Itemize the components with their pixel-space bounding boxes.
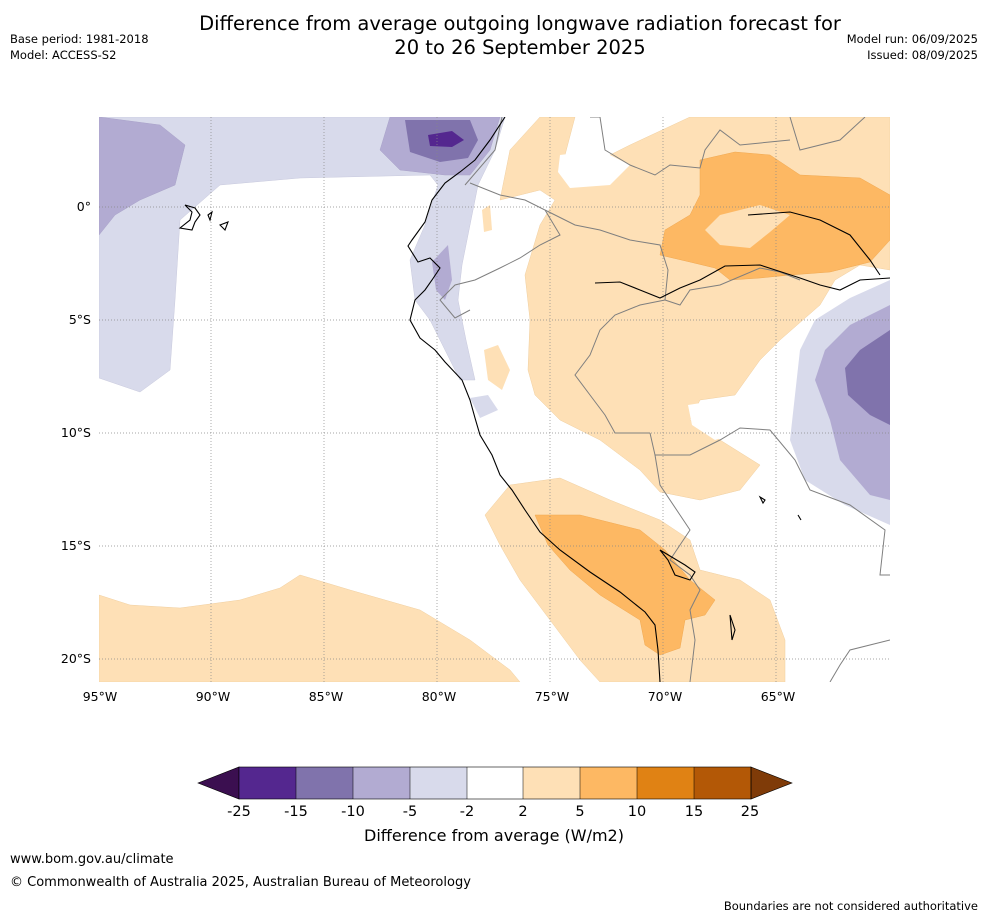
colorbar-bin-neg2 (467, 767, 523, 799)
anomaly-field (99, 117, 890, 682)
lat-label-10s: 10°S (61, 425, 91, 440)
region-pos2-small (484, 345, 510, 390)
lon-label-85w: 85°W (309, 689, 344, 704)
model-name: Model: ACCESS-S2 (10, 48, 117, 62)
lat-label-0: 0° (77, 199, 91, 214)
region-pos2-southwest (99, 574, 521, 682)
colorbar-ticks: -25 -15 -10 -5 -2 2 5 10 15 25 (227, 804, 759, 820)
region-pos2-small2 (482, 205, 492, 232)
cb-tick-8: 15 (685, 804, 703, 820)
region-neg5-west (99, 117, 186, 236)
lat-label-15s: 15°S (61, 538, 91, 553)
colorbar-bin-neg15 (296, 767, 353, 799)
footer-url-link[interactable]: www.bom.gov.au/climate (10, 852, 174, 867)
colorbar-bin-neg10 (353, 767, 410, 799)
issued-date: Issued: 08/09/2025 (867, 48, 978, 62)
lat-label-20s: 20°S (61, 651, 91, 666)
longitude-labels: 95°W 90°W 85°W 80°W 75°W 70°W 65°W (83, 689, 796, 704)
country-borders (439, 117, 890, 682)
footer-boundary-note: Boundaries are not considered authoritat… (723, 899, 978, 913)
colorbar-bin-neg5 (410, 767, 467, 799)
region-neutral-hole1 (558, 150, 630, 188)
region-neg10-east (845, 330, 890, 425)
lon-label-90w: 90°W (196, 689, 231, 704)
latitude-labels: 0° 5°S 10°S 15°S 20°S (61, 199, 91, 666)
model-run: Model run: 06/09/2025 (846, 32, 978, 46)
cb-tick-3: -5 (403, 804, 417, 820)
colorbar-arrow-low (197, 766, 240, 800)
lon-label-70w: 70°W (648, 689, 683, 704)
title-line-2: 20 to 26 September 2025 (394, 36, 646, 59)
region-pos5-south-peru (534, 514, 716, 656)
chart-title: Difference from average outgoing longwav… (120, 12, 920, 60)
region-neutral-hole2 (688, 400, 760, 440)
colorbar-bin-pos2 (523, 767, 580, 799)
cb-tick-7: 10 (628, 804, 646, 820)
title-line-1: Difference from average outgoing longwav… (199, 12, 841, 35)
colorbar-bin-pos10 (637, 767, 694, 799)
graticule (99, 117, 890, 682)
base-period: Base period: 1981-2018 (10, 32, 149, 46)
lon-label-75w: 75°W (535, 689, 570, 704)
meta-right: Model run: 06/09/2025 Issued: 08/09/2025 (847, 31, 978, 63)
cb-tick-4: -2 (460, 804, 474, 820)
cb-tick-0: -25 (227, 804, 251, 820)
colorbar-bin-pos15 (694, 767, 751, 799)
cb-tick-9: 25 (741, 804, 759, 820)
region-pos2-inner-hole (705, 205, 790, 248)
colorbar-bin-neg25 (239, 767, 296, 799)
cb-tick-2: -10 (341, 804, 365, 820)
coastlines (178, 117, 890, 682)
footer-copyright: © Commonwealth of Australia 2025, Austra… (10, 875, 471, 890)
colorbar-bin-pos5 (580, 767, 637, 799)
colorbar-arrow-high (750, 766, 793, 800)
cb-tick-1: -15 (284, 804, 308, 820)
region-neg2-peru-coast (470, 395, 498, 418)
cb-tick-6: 5 (575, 804, 584, 820)
colorbar-label: Difference from average (W/m2) (364, 826, 624, 845)
lon-label-65w: 65°W (761, 689, 796, 704)
lon-label-80w: 80°W (422, 689, 457, 704)
colorbar (197, 766, 793, 800)
lon-label-95w: 95°W (83, 689, 118, 704)
meta-left: Base period: 1981-2018 Model: ACCESS-S2 (10, 31, 149, 63)
cb-tick-5: 2 (518, 804, 527, 820)
lat-label-5s: 5°S (69, 312, 91, 327)
